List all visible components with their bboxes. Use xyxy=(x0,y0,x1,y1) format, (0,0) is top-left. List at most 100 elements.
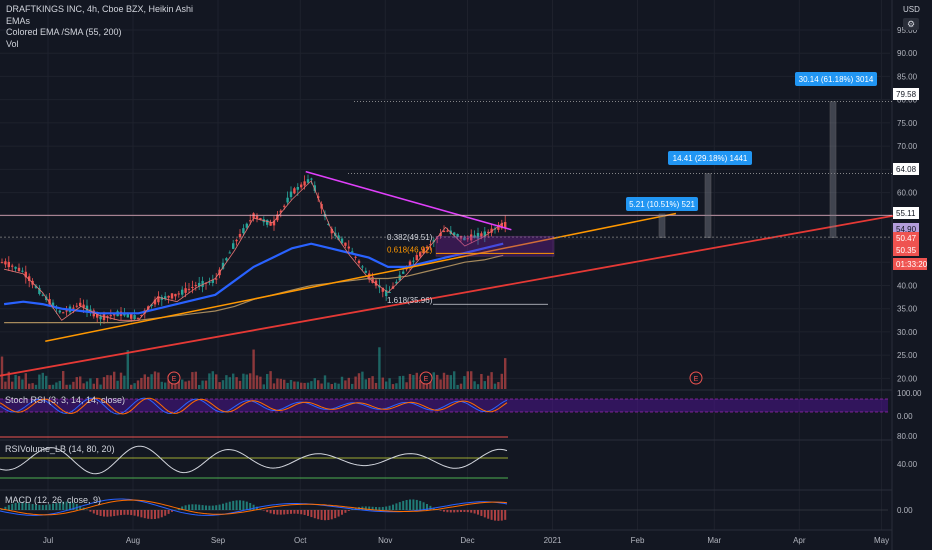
volume-bar xyxy=(62,371,65,389)
candle-body xyxy=(303,181,306,186)
currency-label: USD xyxy=(903,5,920,14)
macd-histogram-bar xyxy=(477,510,479,515)
indicator-emas[interactable]: EMAs xyxy=(6,15,31,26)
volume-bar xyxy=(34,384,38,389)
volume-bar xyxy=(361,371,364,389)
volume-bar xyxy=(337,383,340,389)
macd-histogram-bar xyxy=(487,510,490,519)
candle-body xyxy=(354,256,357,258)
candle-body xyxy=(235,239,238,242)
candle-body xyxy=(272,220,276,226)
macd-histogram-bar xyxy=(334,510,337,519)
volume-bar xyxy=(106,375,109,389)
macd-histogram-bar xyxy=(500,510,503,521)
volume-bar xyxy=(0,356,4,389)
time-axis-label: Jul xyxy=(43,536,53,545)
volume-bar xyxy=(317,380,320,389)
candle-body xyxy=(102,314,106,321)
candle-body xyxy=(408,261,412,267)
macd-title[interactable]: MACD (12, 26, close, 9) xyxy=(5,495,102,505)
volume-bar xyxy=(412,375,415,389)
volume-bar xyxy=(255,375,259,389)
macd-histogram-bar xyxy=(35,504,37,510)
price-tag-label: 50.35 xyxy=(896,246,917,255)
candle-body xyxy=(21,270,24,272)
volume-bar xyxy=(330,384,333,389)
candle-body xyxy=(58,310,61,313)
candle-body xyxy=(225,258,228,261)
candle-body xyxy=(191,286,194,288)
volume-bar xyxy=(266,373,269,389)
time-axis-label: Oct xyxy=(294,536,307,545)
indicator-colored-ema[interactable]: Colored EMA /SMA (55, 200) xyxy=(6,27,122,37)
volume-bar xyxy=(395,383,398,389)
volume-bar xyxy=(58,380,61,389)
macd-histogram-bar xyxy=(65,501,68,510)
volume-bar xyxy=(24,373,27,389)
stoch-rsi-title[interactable]: Stoch RSI (3, 3, 14, 14, close) xyxy=(5,395,126,405)
candle-body xyxy=(123,313,126,316)
time-axis-label: Mar xyxy=(707,536,721,545)
price-tick-label: 70.00 xyxy=(897,142,918,151)
candle-body xyxy=(259,218,262,221)
macd-histogram-bar xyxy=(69,501,71,510)
macd-histogram-bar xyxy=(72,502,75,510)
volume-bar xyxy=(388,378,391,389)
macd-histogram-bar xyxy=(218,504,221,510)
volume-bar xyxy=(7,371,10,389)
candle-body xyxy=(113,314,116,316)
symbol-title[interactable]: DRAFTKINGS INC, 4h, Cboe BZX, Heikin Ash… xyxy=(6,4,194,14)
macd-histogram-bar xyxy=(296,510,299,514)
macd-histogram-bar xyxy=(147,510,150,519)
macd-histogram-bar xyxy=(245,501,248,510)
measure-label-bg xyxy=(795,72,877,86)
volume-bar xyxy=(187,380,191,389)
macd-histogram-bar xyxy=(208,505,211,510)
volume-bar xyxy=(123,375,126,389)
volume-bar xyxy=(102,377,106,389)
candle-body xyxy=(313,185,316,191)
macd-histogram-bar xyxy=(368,506,371,510)
volume-bar xyxy=(354,376,357,389)
candle-body xyxy=(306,179,310,183)
macd-histogram-bar xyxy=(194,504,197,510)
candle-body xyxy=(238,233,242,238)
price-tag xyxy=(893,163,919,175)
macd-histogram-bar xyxy=(347,510,350,511)
candle-body xyxy=(476,232,480,239)
macd-histogram-bar xyxy=(419,500,422,510)
candle-body xyxy=(0,262,4,264)
macd-histogram-bar xyxy=(249,502,252,510)
volume-bar xyxy=(310,381,313,389)
candle-body xyxy=(266,219,269,225)
indicator-volume[interactable]: Vol xyxy=(6,38,19,49)
macd-histogram-bar xyxy=(330,510,333,520)
price-tag xyxy=(893,232,919,244)
volume-bar xyxy=(289,379,293,389)
volume-bar xyxy=(89,378,92,389)
volume-bar xyxy=(436,374,439,389)
macd-histogram-bar xyxy=(409,499,411,510)
macd-line xyxy=(0,498,508,516)
macd-histogram-bar xyxy=(21,502,24,510)
macd-histogram-bar xyxy=(242,500,245,510)
candle-body xyxy=(51,302,55,308)
macd-histogram-bar xyxy=(504,510,507,520)
volume-bar xyxy=(4,381,7,389)
measure-bar xyxy=(829,101,837,238)
volume-bar xyxy=(320,383,323,389)
candle-body xyxy=(446,230,449,232)
candle-body xyxy=(470,234,473,241)
macd-histogram-bar xyxy=(164,510,167,516)
rsi-volume-title[interactable]: RSIVolume_LB (14, 80, 20) xyxy=(5,444,115,454)
candle-body xyxy=(4,261,7,265)
price-tick-label: 40.00 xyxy=(897,281,918,290)
price-tick-label: 85.00 xyxy=(897,72,918,81)
candle-body xyxy=(198,282,201,287)
axis-settings-icon[interactable]: ⚙ xyxy=(903,18,919,30)
candle-body xyxy=(347,246,350,249)
macd-histogram-bar xyxy=(143,510,146,519)
volume-bar xyxy=(235,377,238,389)
candle-body xyxy=(7,261,10,268)
